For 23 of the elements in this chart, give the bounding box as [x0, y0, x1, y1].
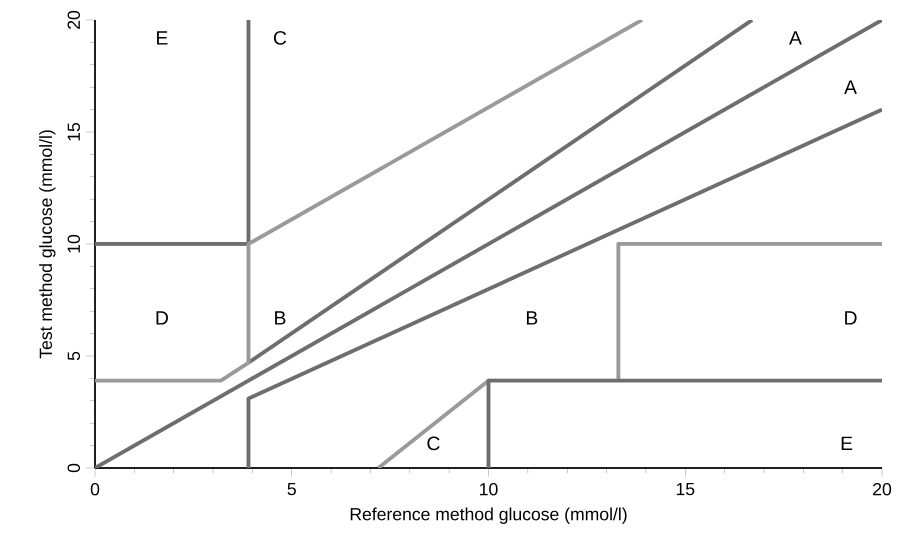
x-tick-label: 20 [873, 482, 892, 496]
x-tick-label: 0 [90, 482, 100, 496]
annotation: E [842, 436, 852, 450]
line-series [95, 20, 644, 383]
y-tick-label: 5 [68, 352, 80, 360]
annotation: D [156, 311, 168, 325]
annotation: D [845, 311, 857, 325]
annotation: B [275, 311, 286, 325]
x-tick-label: 10 [480, 482, 498, 496]
x-tick-label: 15 [676, 482, 694, 496]
annotation: E [157, 31, 168, 45]
x-axis-title: Reference method glucose (mmol/l) [350, 507, 627, 524]
y-tick-label: 15 [68, 122, 80, 140]
x-tick-label: 5 [288, 482, 296, 496]
y-axis-title: Test method glucose (mmol/l) [39, 130, 56, 358]
y-tick-label: 20 [68, 10, 80, 29]
annotation: C [427, 436, 440, 450]
annotation: B [526, 311, 538, 325]
annotation: A [844, 80, 857, 94]
y-tick-label: 0 [68, 464, 80, 472]
y-tick-label: 10 [68, 234, 80, 252]
annotation: A [789, 31, 802, 45]
annotation: C [274, 31, 286, 45]
